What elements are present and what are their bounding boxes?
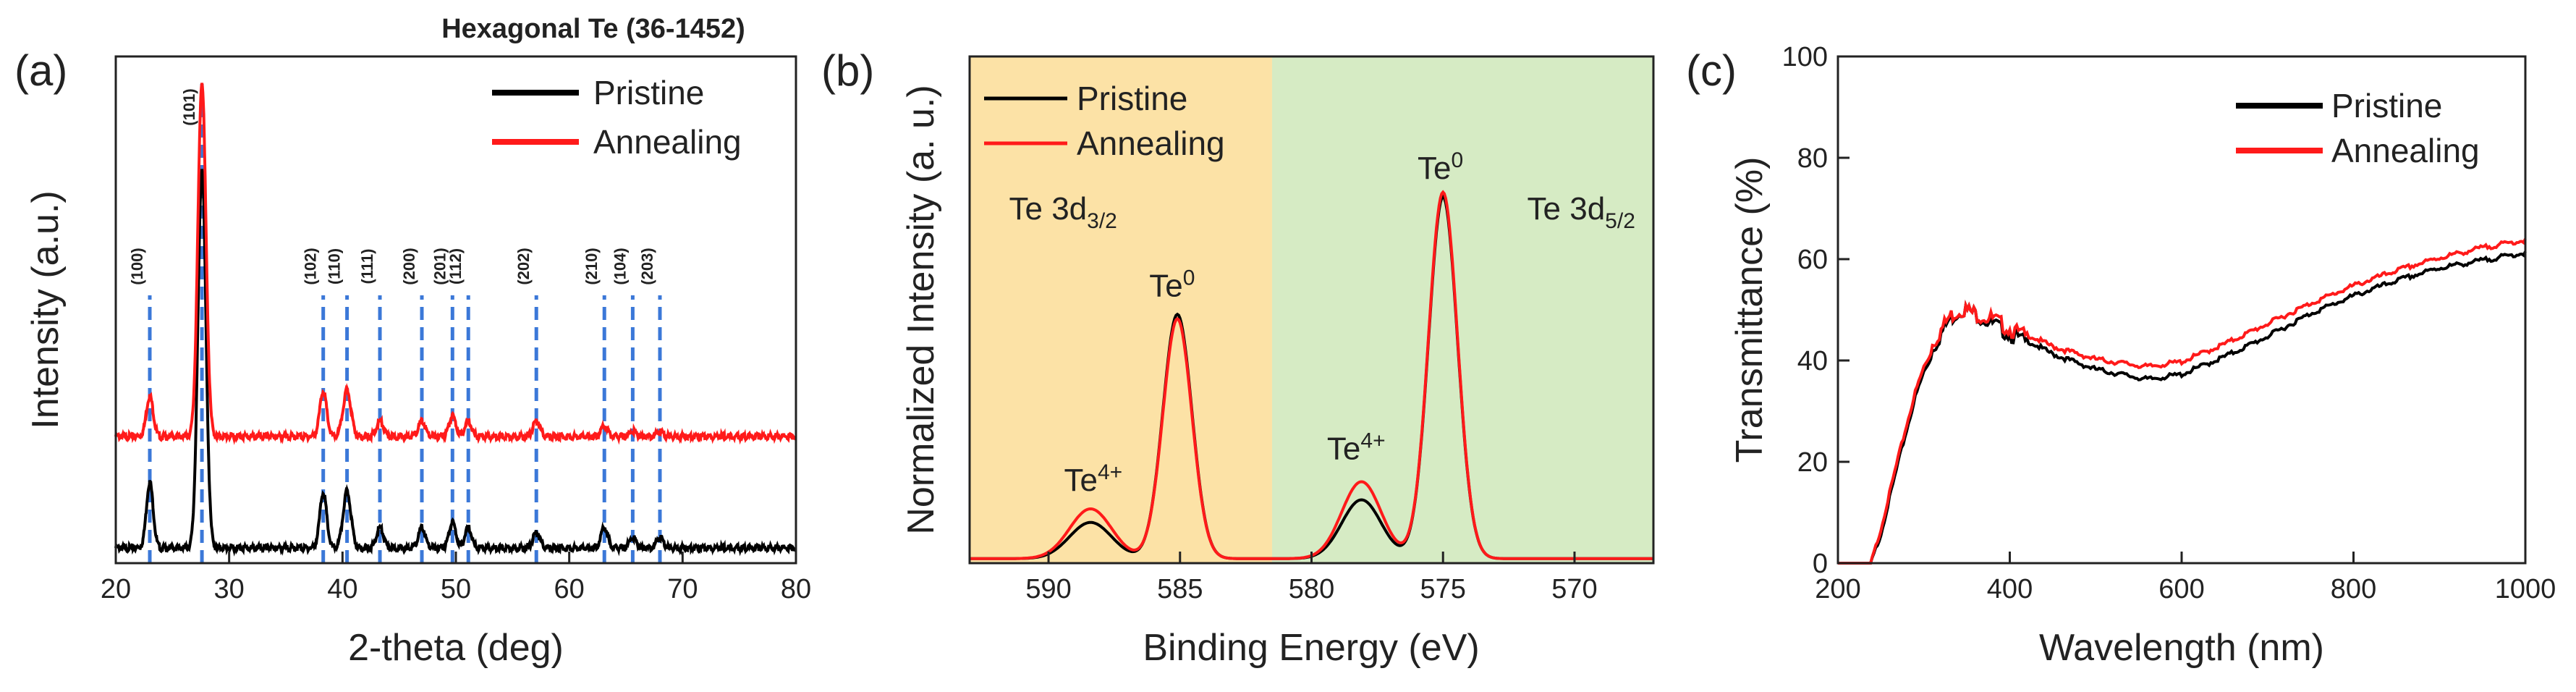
peak-label-superscript: 0 (1183, 266, 1195, 290)
panel-b-y-axis-title: Normalized Intensity (a. u.) (900, 85, 942, 534)
reference-peak-label: (201) (431, 248, 449, 284)
panel-b-x-axis-title: Binding Energy (eV) (1143, 627, 1479, 669)
reference-peak-label: (202) (514, 248, 533, 284)
x-tick-label: 50 (441, 574, 471, 604)
y-tick-label: 40 (1797, 346, 1828, 376)
panel-b-letter: (b) (821, 46, 874, 95)
panel-b-legend-label-annealing: Annealing (1077, 125, 1225, 162)
peak-label: Te4+ (1327, 429, 1386, 466)
panel-c-letter: (c) (1686, 46, 1737, 95)
x-tick-label: 40 (327, 574, 357, 604)
panel-a-y-axis-title: Intensity (a.u.) (25, 190, 67, 429)
panel-c-y-ticks: 0 20 40 60 80 100 (1782, 42, 1850, 579)
region-label-base: Te 3d (1528, 191, 1606, 227)
x-tick-label: 400 (1987, 574, 2033, 604)
series-line-annealing (1838, 238, 2527, 565)
region-label-subscript: 5/2 (1605, 209, 1635, 233)
panel-b-shaded-regions (970, 56, 1653, 563)
panel-a-legend-label-annealing: Annealing (593, 123, 742, 161)
reference-peak-label: (104) (611, 248, 629, 284)
x-tick-label: 575 (1420, 574, 1466, 604)
panel-c-series (1838, 238, 2527, 565)
panel-c-x-ticks: 200 400 600 800 1000 (1815, 552, 2556, 604)
x-tick-label: 570 (1551, 574, 1597, 604)
region-label: Te 3d3/2 (1009, 191, 1117, 233)
peak-label-superscript: 4+ (1098, 460, 1122, 484)
x-tick-label: 70 (667, 574, 698, 604)
panel-a-reference-title: Hexagonal Te (36-1452) (441, 14, 745, 44)
reference-peak-label: (111) (358, 249, 376, 284)
y-tick-label: 0 (1813, 549, 1828, 579)
region-label-base: Te 3d (1009, 191, 1088, 227)
panel-c-legend-label-pristine: Pristine (2331, 87, 2442, 125)
y-tick-label: 100 (1782, 42, 1828, 72)
reference-peak-label: (100) (128, 248, 146, 284)
panel-c-transmittance: (c) 200 400 600 800 1000 0 20 40 60 80 100 Wavele… (1686, 42, 2556, 669)
reference-peak-label: (102) (302, 248, 320, 284)
panel-c-legend-label-annealing: Annealing (2331, 132, 2480, 169)
region-label-subscript: 3/2 (1087, 209, 1117, 233)
reference-peak-label: (200) (400, 248, 418, 284)
x-tick-label: 80 (781, 574, 811, 604)
panel-a-series (114, 83, 797, 557)
panel-a-letter: (a) (14, 46, 67, 95)
panel-a-x-ticks: 20 30 40 50 60 70 80 (101, 552, 811, 604)
series-line-pristine (1838, 250, 2527, 565)
peak-label: Te4+ (1064, 460, 1122, 498)
x-tick-label: 585 (1157, 574, 1203, 604)
panel-b-legend-label-pristine: Pristine (1077, 80, 1187, 117)
peak-label-base: Te (1149, 268, 1182, 303)
x-tick-label: 30 (214, 574, 245, 604)
reference-peak-label: (112) (446, 248, 465, 284)
reference-peak-label: (110) (326, 248, 344, 284)
peak-label-superscript: 4+ (1360, 429, 1385, 452)
peak-label: Te0 (1149, 266, 1195, 303)
x-tick-label: 20 (101, 574, 131, 604)
x-tick-label: 590 (1025, 574, 1071, 604)
x-tick-label: 600 (2158, 574, 2204, 604)
series-line-annealing (114, 83, 797, 445)
reference-peak-label: (203) (638, 248, 656, 284)
panel-b-x-ticks: 590 585 580 575 570 (1025, 552, 1598, 604)
panel-a-xrd: (a) Hexagonal Te (36-1452) (100)(101)(10… (14, 14, 811, 669)
y-tick-label: 60 (1797, 245, 1828, 275)
x-tick-label: 60 (554, 574, 585, 604)
reference-peak-label: (101) (180, 88, 198, 125)
x-tick-label: 200 (1815, 574, 1860, 604)
shaded-region (970, 56, 1272, 563)
panel-a-x-axis-title: 2-theta (deg) (348, 627, 564, 669)
x-tick-label: 580 (1289, 574, 1334, 604)
x-tick-label: 1000 (2495, 574, 2556, 604)
panel-c-legend: Pristine Annealing (2236, 87, 2480, 169)
panel-a-reference-lines: (100) (101) (102) (110) (111) (200) (201)(112)… (128, 81, 662, 563)
peak-label-superscript: 0 (1451, 148, 1463, 172)
panel-b-legend: Pristine Annealing (984, 80, 1225, 162)
panel-a-legend: Pristine Annealing (492, 74, 742, 161)
peak-label-base: Te (1064, 463, 1097, 498)
peak-label-base: Te (1418, 151, 1451, 186)
panel-a-legend-label-pristine: Pristine (593, 74, 704, 111)
peak-label-base: Te (1327, 431, 1360, 466)
series-line-pristine (114, 169, 797, 557)
region-label: Te 3d5/2 (1528, 191, 1635, 233)
x-tick-label: 800 (2331, 574, 2376, 604)
shaded-region (1271, 56, 1653, 563)
y-tick-label: 80 (1797, 143, 1828, 174)
reference-peak-label: (210) (582, 248, 601, 284)
y-tick-label: 20 (1797, 447, 1828, 478)
panel-c-x-axis-title: Wavelength (nm) (2039, 627, 2324, 669)
peak-label: Te0 (1418, 148, 1463, 186)
panel-c-y-axis-title: Transmittance (%) (1729, 157, 1771, 463)
